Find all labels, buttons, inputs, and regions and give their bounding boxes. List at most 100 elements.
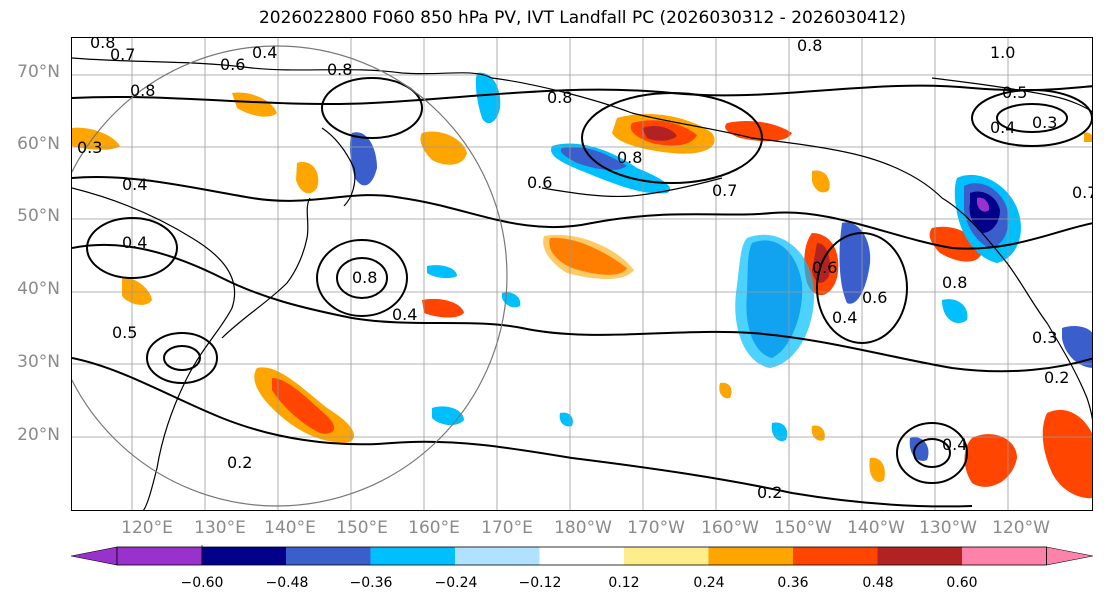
coast-alaska xyxy=(491,77,943,199)
shade-sw-pacific-1 xyxy=(812,170,830,193)
colorbar-label: −0.48 xyxy=(265,575,309,591)
shade-misc-3 xyxy=(1084,132,1092,142)
lat-label-60n: 60°N xyxy=(17,134,60,154)
contour-label: 0.6 xyxy=(220,55,245,74)
shade-neg-mid xyxy=(942,299,968,324)
colorbar-segment xyxy=(201,547,286,565)
lat-label-50n: 50°N xyxy=(17,206,60,226)
contour-label: 0.4 xyxy=(122,233,147,252)
contour-label: 0.3 xyxy=(1032,113,1057,132)
lat-label-20n: 20°N xyxy=(17,425,60,445)
coast-siberia xyxy=(72,57,493,79)
contour-ring xyxy=(581,92,763,184)
coast-japan xyxy=(221,197,311,339)
shade-mid-pacific-edge xyxy=(543,234,634,279)
landfall-radius-circle xyxy=(72,45,508,507)
contour-label: 0.4 xyxy=(990,118,1015,137)
coast-asia xyxy=(72,187,236,510)
colorbar-label: 0.24 xyxy=(693,575,725,591)
colorbar-segment xyxy=(962,547,1047,565)
shade-alaska-neg-core xyxy=(560,146,627,170)
contour-ring xyxy=(913,438,951,468)
coast-canada xyxy=(931,77,1092,113)
lon-label-120w: 120°W xyxy=(992,518,1050,538)
shade-misc-1 xyxy=(719,382,732,399)
contour-ring xyxy=(146,332,218,384)
shade-hawaii xyxy=(811,425,825,441)
contour-label: 0.7 xyxy=(1072,183,1093,202)
colorbar-segment xyxy=(708,547,793,565)
shade-west-edge xyxy=(72,127,120,150)
contour-label: 0.8 xyxy=(327,60,352,79)
colorbar-segment xyxy=(370,547,455,565)
shade-neg-small xyxy=(559,412,573,427)
colorbar-label: −0.60 xyxy=(180,575,224,591)
shade-neg-ne xyxy=(1062,326,1092,368)
colorbar-segment xyxy=(877,547,962,565)
contour-label: 0.2 xyxy=(1044,368,1069,387)
lon-label-160e: 160°E xyxy=(408,518,460,538)
contour-line xyxy=(72,84,1092,106)
shade-neg-hi xyxy=(771,422,788,442)
contour-label: 0.4 xyxy=(832,308,857,327)
shade-subtropic-east xyxy=(964,434,1017,487)
lon-label-180w: 180°W xyxy=(554,518,612,538)
colorbar-segment xyxy=(539,547,624,565)
contour-ring xyxy=(971,89,1092,147)
contour-label: 0.6 xyxy=(812,258,837,277)
shade-siberia xyxy=(232,92,277,117)
contour-ring xyxy=(316,239,408,317)
contour-ring xyxy=(163,345,201,371)
contour-label: 0.8 xyxy=(942,273,967,292)
colorbar-segment xyxy=(455,547,540,565)
colorbar-segment xyxy=(624,547,709,565)
colorbar-label: 0.48 xyxy=(862,575,894,591)
contour-label: 0.2 xyxy=(227,453,252,472)
contour-ring xyxy=(816,232,908,344)
shade-southeast xyxy=(1042,409,1092,499)
shade-okhotsk xyxy=(420,131,467,165)
contour-ring xyxy=(996,103,1068,133)
map-svg: 0.8 0.7 0.4 0.6 0.8 0.8 1.0 0.8 0.5 0.4 … xyxy=(72,38,1093,510)
shade-west-coast-max xyxy=(977,197,990,212)
contour-label: 0.7 xyxy=(712,181,737,200)
coast-aleutians xyxy=(541,177,723,198)
contour-ring xyxy=(321,77,423,139)
coastlines xyxy=(72,57,1092,510)
colorbar-outline xyxy=(116,546,1047,566)
lon-label-140e: 140°E xyxy=(264,518,316,538)
map-panel: 0.8 0.7 0.4 0.6 0.8 0.8 1.0 0.8 0.5 0.4 … xyxy=(71,37,1093,511)
shade-china xyxy=(122,277,152,305)
lon-label-170w: 170°W xyxy=(627,518,685,538)
contour-label: 0.8 xyxy=(90,38,115,52)
contour-label: 0.5 xyxy=(112,323,137,342)
contour-label: 0.8 xyxy=(130,81,155,100)
contour-label: 0.6 xyxy=(862,288,887,307)
contour-label: 0.4 xyxy=(942,435,967,454)
shade-bering-max xyxy=(642,125,677,141)
shade-japan-sea xyxy=(296,162,319,194)
colorbar-segment xyxy=(793,547,878,565)
gridlines xyxy=(72,38,1092,510)
contour-label: 0.8 xyxy=(547,88,572,107)
lon-label-170e: 170°E xyxy=(481,518,533,538)
colorbar-label: −0.24 xyxy=(434,575,478,591)
contour-line xyxy=(72,357,973,508)
shade-central-sub xyxy=(422,298,464,318)
lat-label-40n: 40°N xyxy=(17,279,60,299)
contour-ring xyxy=(336,257,388,299)
contour-label: 0.8 xyxy=(352,268,377,287)
contour-label: 0.4 xyxy=(252,43,277,62)
contour-label: 0.7 xyxy=(110,45,135,64)
shade-alaska xyxy=(725,121,792,142)
colorbar-segment xyxy=(286,547,371,565)
colorbar-segments xyxy=(70,546,1094,566)
lon-label-130e: 130°E xyxy=(194,518,246,538)
pv-contours xyxy=(72,77,1092,508)
shade-kuroshio-core xyxy=(272,378,335,434)
contour-line xyxy=(72,243,1092,373)
figure-title: 2026022800 F060 850 hPa PV, IVT Landfall… xyxy=(258,8,906,28)
contour-label: 0.2 xyxy=(757,483,782,502)
contour-label: 0.3 xyxy=(77,138,102,157)
lon-label-150w: 150°W xyxy=(774,518,832,538)
